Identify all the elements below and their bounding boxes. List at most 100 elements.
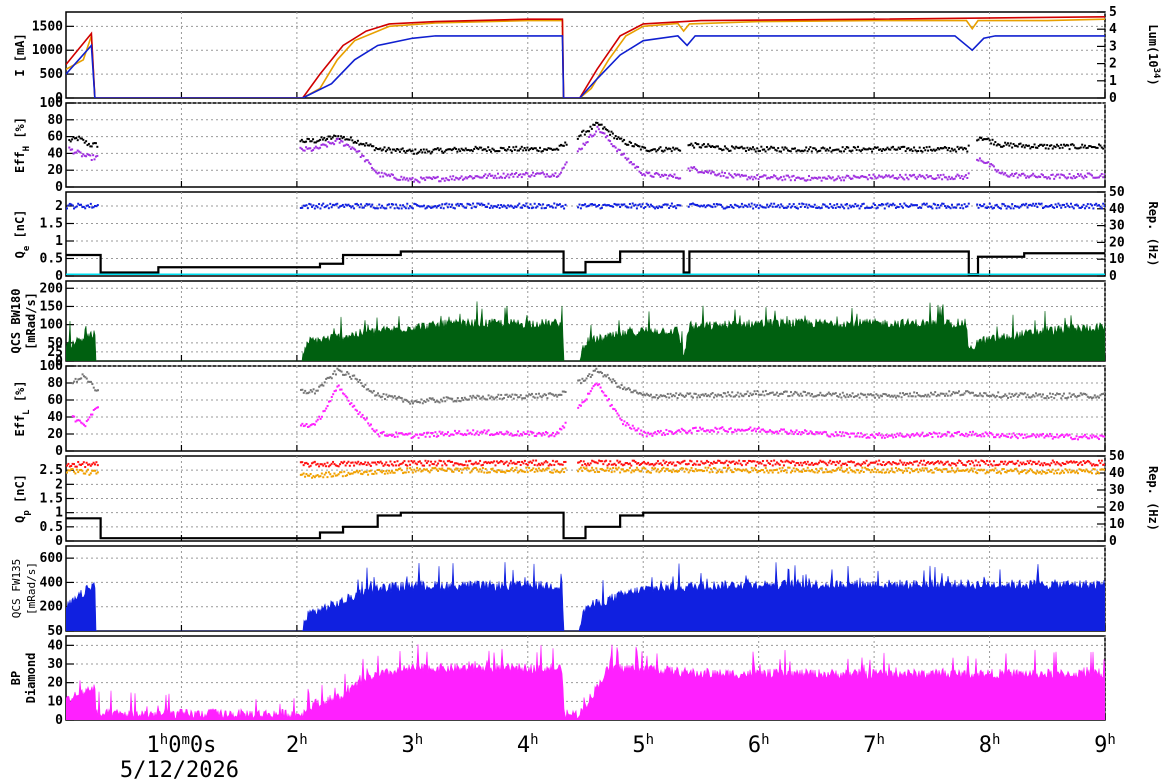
series-effl-1-point: [507, 431, 510, 434]
series-qp-1-point: [525, 466, 528, 469]
series-effl-0-point: [1043, 397, 1046, 400]
series-qp-0-point: [918, 461, 921, 464]
series-effl-0-point: [746, 390, 749, 393]
series-qp-0-point: [393, 461, 396, 464]
series-effh-0-point: [793, 147, 796, 150]
series-effl-0-point: [701, 393, 704, 396]
series-effh-1-point: [1083, 174, 1086, 177]
series-effl-1-point: [430, 432, 433, 435]
series-effl-1-point: [526, 430, 529, 433]
series-effl-1-point: [928, 431, 931, 434]
series-qe-0-point: [929, 205, 932, 208]
series-qp-1-point: [1097, 472, 1100, 475]
series-effh-1-point: [729, 174, 732, 177]
series-qe-0-point: [623, 203, 626, 206]
series-qp-1-point: [959, 469, 962, 472]
series-effh-1-point: [627, 157, 630, 160]
series-qp-1-point: [564, 467, 567, 470]
series-qp-1-point: [1050, 470, 1053, 473]
series-effh-1-point: [1036, 176, 1039, 179]
series-qp-0-point: [803, 461, 806, 464]
series-effh-0-point: [945, 146, 948, 149]
series-effl-1-point: [579, 404, 582, 407]
series-effh-1-point: [1025, 176, 1028, 179]
series-qe-0-point: [754, 205, 757, 208]
series-effl-0-point: [843, 394, 846, 397]
series-effh-0-point: [960, 146, 963, 149]
series-qp-1-point: [677, 469, 680, 472]
series-effl-0-point: [861, 393, 864, 396]
series-effh-0-point: [747, 148, 750, 151]
series-qe-0-point: [729, 204, 732, 207]
series-effh-0-point: [1033, 143, 1036, 146]
series-qp-0-point: [316, 462, 319, 465]
series-effl-1-point: [754, 430, 757, 433]
series-qp-0-point: [722, 462, 725, 465]
series-effh-1-point: [716, 173, 719, 176]
series-effl-1-point: [1079, 435, 1082, 438]
series-qe-0-point: [563, 207, 566, 210]
series-effh-0-point: [1051, 147, 1054, 150]
series-effl-0-point: [711, 391, 714, 394]
series-effl-1-point: [747, 428, 750, 431]
series-effh-0-point: [487, 146, 490, 149]
series-qp-0-point: [484, 460, 487, 463]
series-qe-0-point: [466, 202, 469, 205]
series-effh-1-point: [85, 155, 88, 158]
series-effl-0-point: [463, 396, 466, 399]
series-effh-0-point: [82, 138, 85, 141]
series-qp-0-point: [434, 460, 437, 463]
series-qp-0-point: [787, 460, 790, 463]
series-qp-1-point: [523, 470, 526, 473]
series-qp-0-point: [654, 463, 657, 466]
series-effl-0-point: [768, 392, 771, 395]
series-qe-0-point: [484, 205, 487, 208]
series-effh-0-point: [953, 148, 956, 151]
series-qe-0-point: [595, 205, 598, 208]
y-tick-label: 0: [55, 91, 63, 106]
series-qp-0-point: [736, 462, 739, 465]
series-effl-0-point: [532, 395, 535, 398]
series-effl-0-point: [612, 378, 615, 381]
series-qp-1-point: [1085, 468, 1088, 471]
series-effl-1-point: [815, 431, 818, 434]
series-qp-1-point: [628, 466, 631, 469]
series-qp-1-point: [466, 466, 469, 469]
series-effl-0-point: [805, 394, 808, 397]
series-qe-0-point: [875, 207, 878, 210]
series-effh-0-point: [708, 144, 711, 147]
series-effh-0-point: [495, 150, 498, 153]
series-effh-0-point: [305, 140, 308, 143]
series-effh-1-point: [375, 171, 378, 174]
series-qp-0-point: [770, 460, 773, 463]
series-effh-1-point: [314, 145, 317, 148]
series-qp-1-point: [1013, 468, 1016, 471]
series-effh-0-point: [345, 138, 348, 141]
series-effl-0-point: [942, 392, 945, 395]
series-effh-0-point: [796, 149, 799, 152]
series-qp-0-point: [623, 463, 626, 466]
series-effl-1-point: [1016, 437, 1019, 440]
series-effl-0-point: [1057, 393, 1060, 396]
series-qp-1-point: [889, 470, 892, 473]
series-effh-0-point: [468, 149, 471, 152]
series-qp-1-point: [913, 470, 916, 473]
series-effl-1-point: [1022, 437, 1025, 440]
series-effl-1-point: [705, 429, 708, 432]
series-effl-0-point: [929, 391, 932, 394]
series-qp-1-point: [504, 471, 507, 474]
series-effl-0-point: [491, 396, 494, 399]
series-qe-0-point: [308, 202, 311, 205]
series-qe-0-point: [642, 207, 645, 210]
series-effl-0-point: [537, 392, 540, 395]
series-qe-0-point: [775, 205, 778, 208]
series-effh-0-point: [887, 148, 890, 151]
series-bw180-0: [66, 301, 1105, 361]
series-qp-0-point: [665, 460, 668, 463]
series-effl-1-point: [1023, 433, 1026, 436]
series-effh-1-point: [89, 154, 92, 157]
series-qp-0-point: [588, 464, 591, 467]
series-effl-1-point: [918, 435, 921, 438]
series-effh-1-point: [523, 173, 526, 176]
series-qp-1-point: [385, 470, 388, 473]
